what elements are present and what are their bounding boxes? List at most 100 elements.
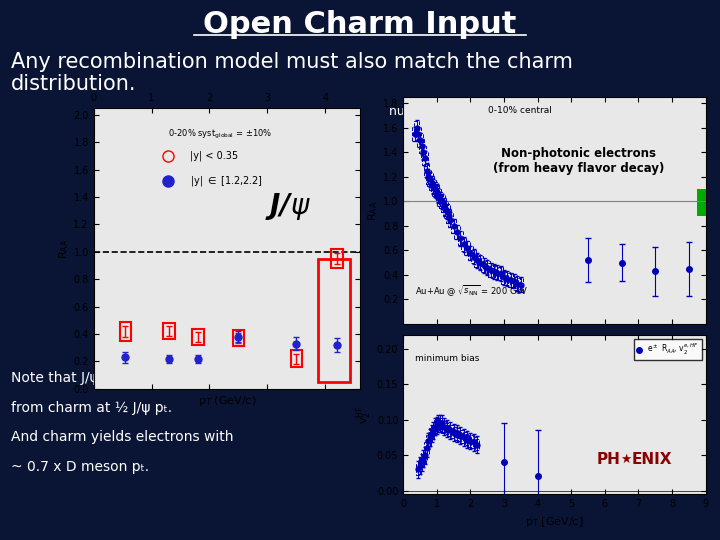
Text: Any recombination model must also match the charm: Any recombination model must also match …: [11, 52, 572, 72]
Bar: [318, 259, 350, 382]
Bar: [488, 264, 493, 277]
Y-axis label: R$_\mathrm{AA}$: R$_\mathrm{AA}$: [57, 238, 71, 259]
Text: Note that J/ψ get contributions: Note that J/ψ get contributions: [11, 371, 222, 385]
Bar: [434, 185, 439, 198]
Bar: [446, 210, 451, 223]
Text: 0-10% central: 0-10% central: [488, 106, 552, 115]
Bar: [468, 435, 473, 447]
Bar: [458, 232, 463, 245]
Bar: [438, 192, 443, 206]
Bar: [415, 127, 421, 141]
Text: nucl-ex/0611018 submitted to PRL: nucl-ex/0611018 submitted to PRL: [389, 104, 605, 117]
Bar: [462, 432, 466, 443]
Bar: [697, 189, 706, 216]
Bar: [424, 442, 429, 454]
Bar: [421, 453, 426, 464]
Bar: [441, 198, 446, 212]
Y-axis label: v$_2^\mathrm{HF}$: v$_2^\mathrm{HF}$: [354, 405, 374, 424]
Bar: [433, 183, 438, 196]
Bar: [451, 219, 456, 233]
Bar: [438, 417, 443, 429]
Bar: [418, 460, 423, 471]
Bar: [423, 152, 428, 165]
Text: 0-20% syst$_\mathrm{global}$ = $\pm$10%: 0-20% syst$_\mathrm{global}$ = $\pm$10%: [168, 127, 272, 141]
Bar: [471, 250, 477, 264]
Text: J/$\psi$: J/$\psi$: [265, 191, 311, 222]
Text: Non-photonic electrons
(from heavy flavor decay): Non-photonic electrons (from heavy flavo…: [493, 147, 665, 175]
Bar: [413, 127, 418, 141]
Bar: [444, 205, 449, 218]
Bar: [461, 238, 467, 251]
Bar: [472, 437, 476, 448]
Text: minimum bias: minimum bias: [415, 354, 480, 363]
Bar: [120, 322, 131, 341]
Text: from charm at ½ J/ψ pₜ.: from charm at ½ J/ψ pₜ.: [11, 401, 172, 415]
Text: Au+Au @ $\sqrt{s_\mathrm{NN}}$ = 200 GeV: Au+Au @ $\sqrt{s_\mathrm{NN}}$ = 200 GeV: [415, 284, 529, 299]
Bar: [431, 180, 436, 193]
Bar: [439, 194, 444, 208]
Bar: [508, 273, 513, 287]
Bar: [485, 261, 490, 274]
Text: |y| < 0.35: |y| < 0.35: [189, 151, 238, 161]
Bar: [505, 272, 510, 285]
Bar: [518, 278, 523, 292]
Bar: [428, 432, 433, 443]
Bar: [419, 139, 424, 153]
Bar: [420, 146, 426, 159]
Bar: [331, 249, 343, 268]
Bar: [416, 464, 420, 475]
Bar: [431, 425, 436, 436]
X-axis label: p$_\mathrm{T}$ [GeV/c]: p$_\mathrm{T}$ [GeV/c]: [525, 515, 584, 529]
Bar: [163, 323, 175, 340]
Bar: [501, 271, 507, 284]
Text: ★: ★: [620, 453, 631, 465]
Bar: [434, 420, 439, 431]
Text: distribution.: distribution.: [11, 73, 136, 94]
Bar: [491, 265, 497, 278]
Bar: [454, 225, 459, 239]
Bar: [424, 164, 429, 178]
Bar: [464, 241, 469, 255]
Bar: [439, 417, 444, 429]
Bar: [474, 253, 480, 267]
Bar: [498, 267, 503, 280]
Bar: [495, 266, 500, 279]
Bar: [464, 434, 469, 446]
Bar: [429, 176, 434, 190]
Bar: [429, 428, 434, 440]
Bar: [428, 173, 433, 186]
Bar: [444, 423, 449, 434]
Y-axis label: R$_\mathrm{AA}$: R$_\mathrm{AA}$: [366, 200, 380, 221]
Text: ENIX: ENIX: [631, 451, 672, 467]
Bar: [478, 256, 483, 269]
Bar: [414, 121, 419, 134]
X-axis label: p$_\mathrm{T}$ (GeV/c): p$_\mathrm{T}$ (GeV/c): [197, 394, 256, 408]
Bar: [290, 350, 302, 367]
Bar: [451, 427, 456, 438]
Bar: [423, 449, 428, 461]
Legend: e$^\pm$ R$_{AA}$, v$_2^{e,HF}$: e$^\pm$ R$_{AA}$, v$_2^{e,HF}$: [634, 339, 702, 360]
Bar: [481, 259, 487, 272]
Bar: [436, 417, 441, 429]
Bar: [192, 328, 204, 345]
Bar: [448, 425, 453, 436]
Text: ~ 0.7 x D meson pₜ.: ~ 0.7 x D meson pₜ.: [11, 460, 149, 474]
Bar: [419, 457, 424, 468]
Bar: [511, 274, 517, 288]
Bar: [443, 202, 448, 215]
Bar: [454, 428, 459, 440]
Text: Open Charm Input: Open Charm Input: [203, 10, 517, 39]
Bar: [426, 435, 431, 447]
Bar: [441, 421, 446, 433]
Text: PH: PH: [597, 451, 621, 467]
Bar: [515, 277, 520, 291]
Bar: [474, 439, 480, 450]
Bar: [436, 188, 441, 202]
Text: |y| $\in$ [1.2,2.2]: |y| $\in$ [1.2,2.2]: [189, 174, 262, 188]
Bar: [468, 246, 473, 260]
Text: And charm yields electrons with: And charm yields electrons with: [11, 430, 233, 444]
Bar: [418, 133, 423, 147]
Bar: [233, 330, 244, 346]
Bar: [426, 170, 431, 184]
Bar: [458, 430, 463, 441]
